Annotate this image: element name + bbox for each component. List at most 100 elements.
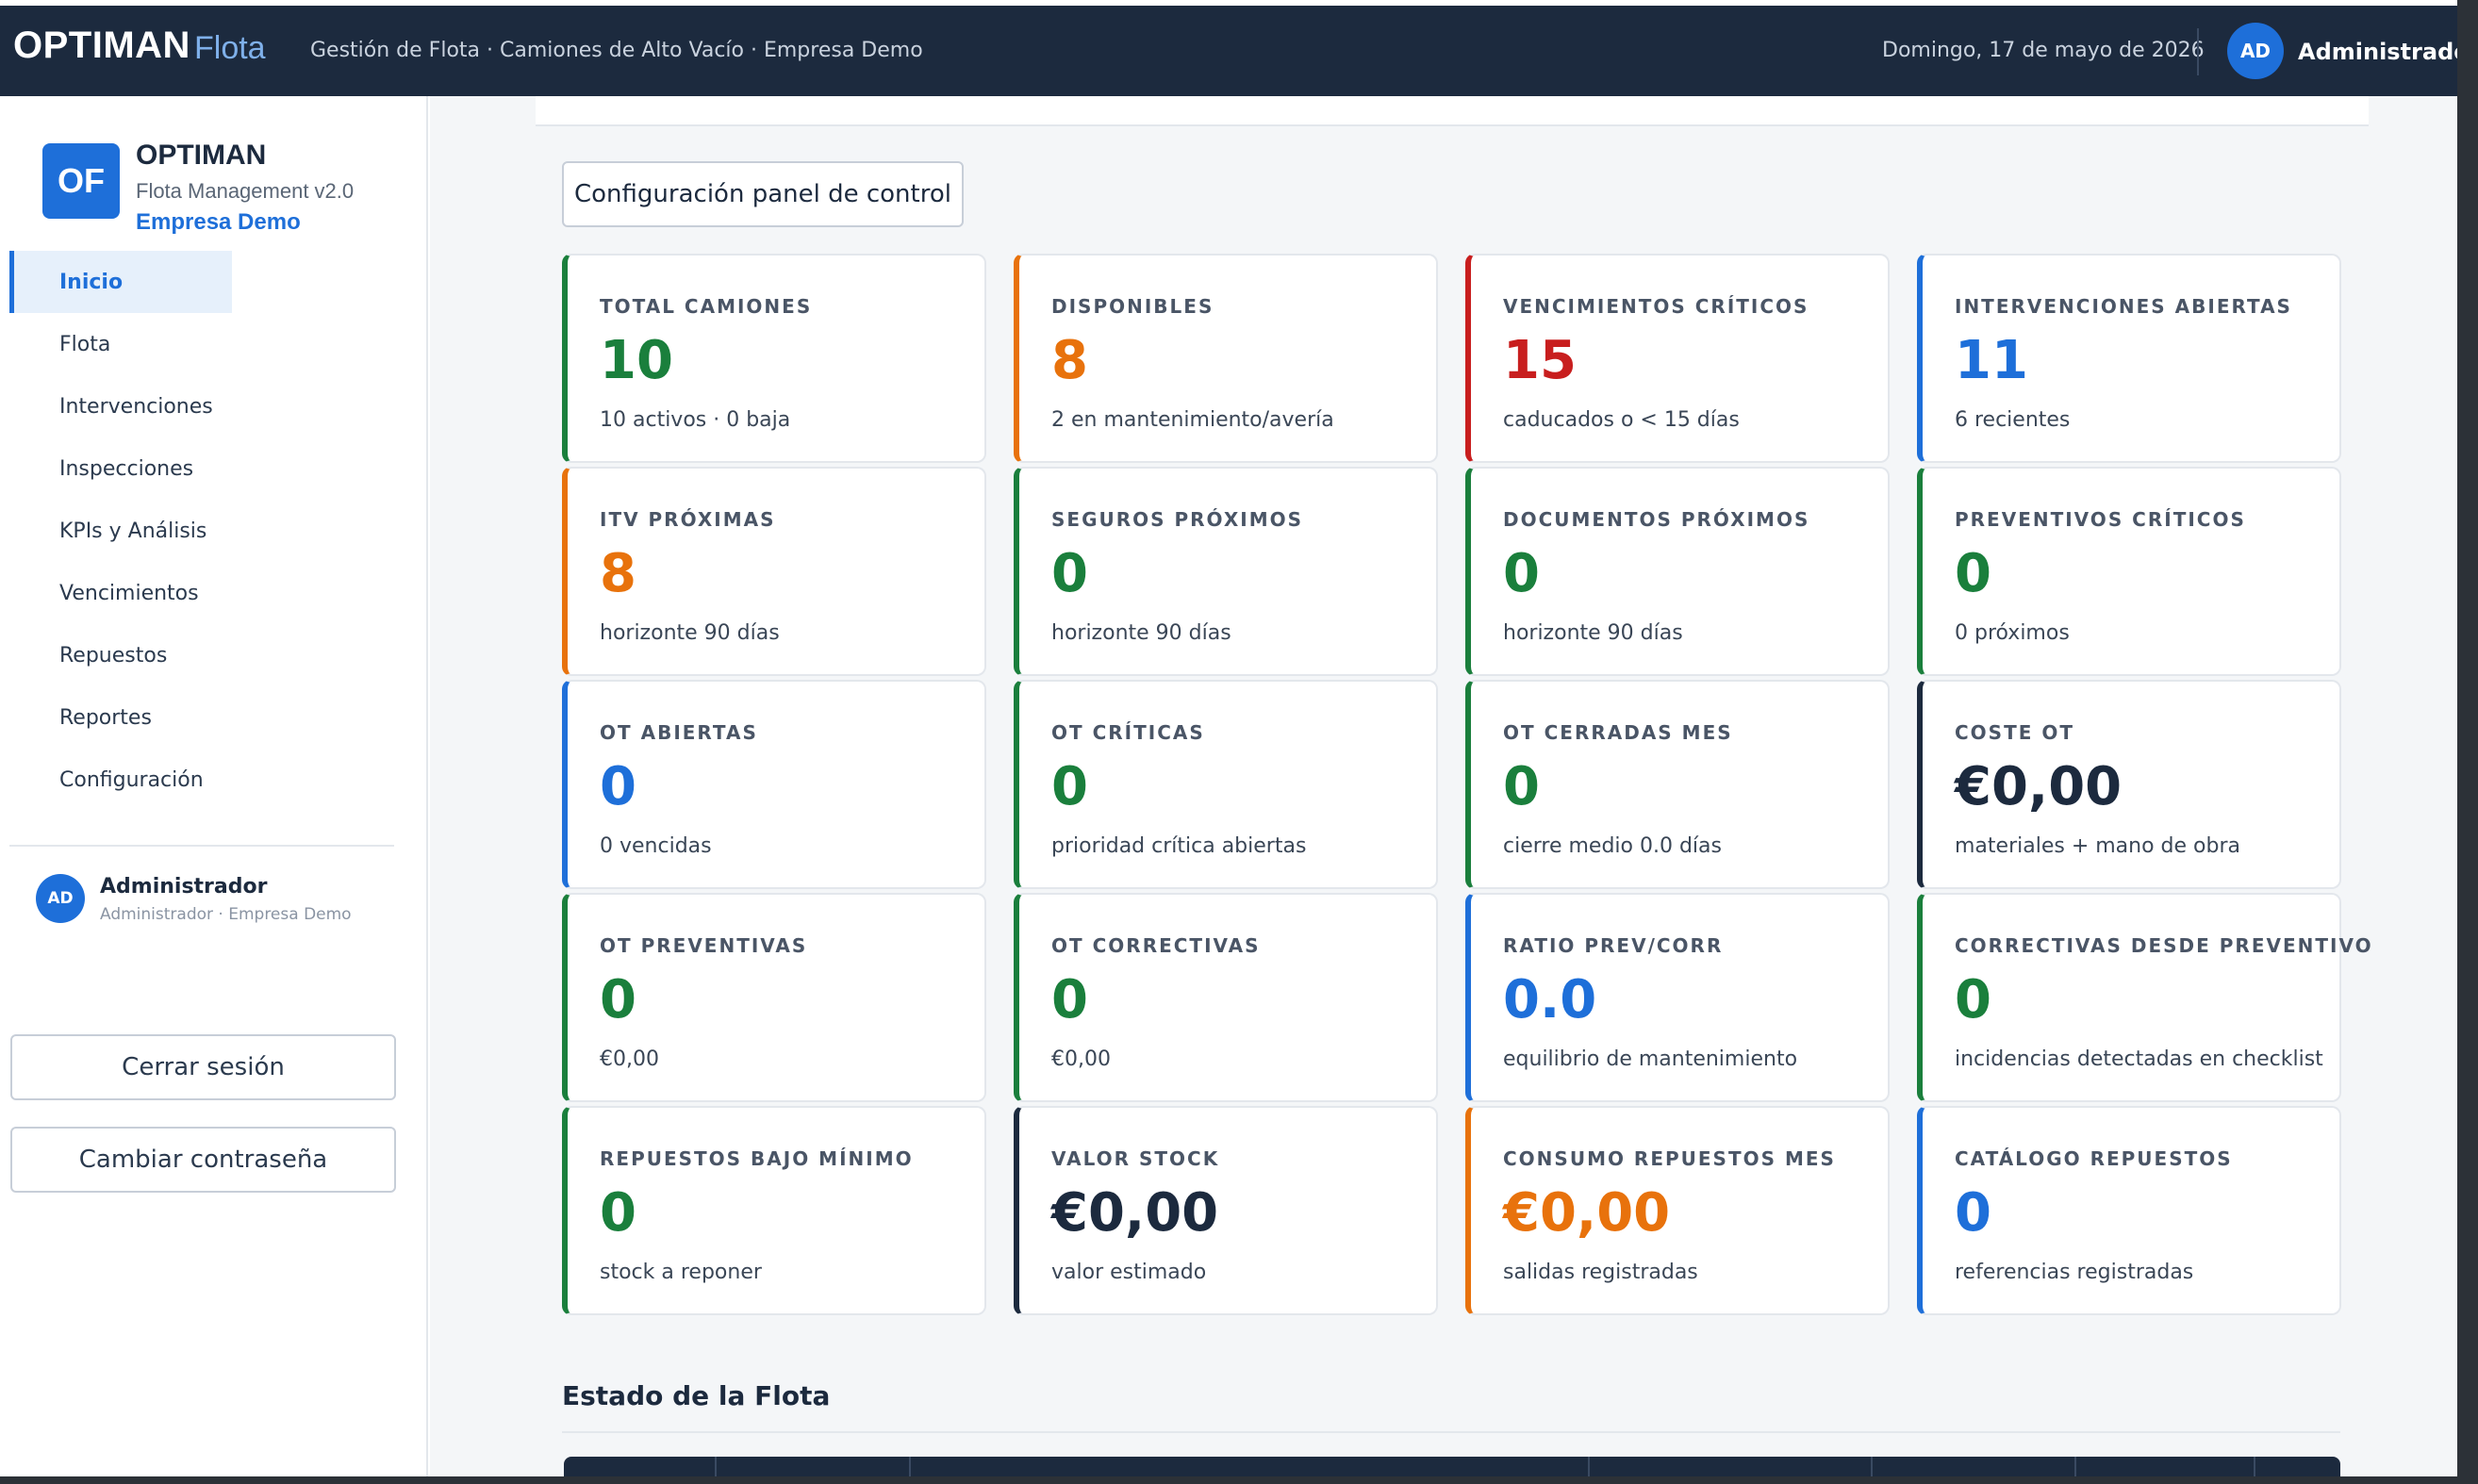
kpi-subtitle: horizonte 90 días [1051,621,1231,645]
sidebar [0,96,428,1476]
kpi-card[interactable]: OT CRÍTICAS 0 prioridad crítica abiertas [1014,680,1438,889]
kpi-value: 8 [1051,330,1088,391]
sidebar-item-kpis[interactable]: KPIs y Análisis [59,519,207,543]
kpi-subtitle: €0,00 [600,1047,659,1071]
kpi-subtitle: salidas registradas [1503,1261,1698,1284]
top-divider [536,124,2369,126]
logout-button[interactable]: Cerrar sesión [10,1034,396,1100]
table-column-divider [1871,1457,1873,1476]
kpi-value: €0,00 [1503,1182,1671,1244]
kpi-value: 0 [600,756,636,817]
sidebar-user-name: Administrador [100,875,268,899]
kpi-subtitle: 10 activos · 0 baja [600,408,791,432]
sidebar-nav: Inicio Flota Intervenciones Inspecciones… [9,251,232,811]
kpi-card[interactable]: OT CERRADAS MES 0 cierre medio 0.0 días [1465,680,1890,889]
fleet-table-header [564,1457,2340,1476]
kpi-value: 0 [1051,543,1088,604]
kpi-value: 8 [600,543,636,604]
sidebar-item-flota[interactable]: Flota [59,332,111,356]
sidebar-item-reportes[interactable]: Reportes [59,705,152,730]
kpi-value: 0 [1955,543,1991,604]
kpi-card[interactable]: TOTAL CAMIONES 10 10 activos · 0 baja [562,254,986,463]
kpi-label: DOCUMENTOS PRÓXIMOS [1503,508,1810,531]
kpi-label: DISPONIBLES [1051,295,1214,318]
section-divider [562,1431,2340,1433]
kpi-card[interactable]: VALOR STOCK €0,00 valor estimado [1014,1106,1438,1315]
kpi-card[interactable]: PREVENTIVOS CRÍTICOS 0 0 próximos [1917,467,2341,676]
kpi-label: OT ABIERTAS [600,721,758,744]
dashboard-config-button[interactable]: Configuración panel de control [562,161,964,227]
kpi-card[interactable]: CORRECTIVAS DESDE PREVENTIVO 0 incidencias… [1917,893,2371,1102]
change-password-button[interactable]: Cambiar contraseña [10,1127,396,1193]
kpi-value: €0,00 [1051,1182,1219,1244]
brand-subtitle: Flota [194,30,266,66]
sidebar-item-configuracion[interactable]: Configuración [59,767,204,792]
kpi-value: 0.0 [1503,969,1597,1031]
kpi-value: 0 [1955,969,1991,1031]
kpi-card[interactable]: REPUESTOS BAJO MÍNIMO 0 stock a reponer [562,1106,986,1315]
kpi-card[interactable]: VENCIMIENTOS CRÍTICOS 15 caducados o < 15 … [1465,254,1890,463]
kpi-value: 15 [1503,330,1577,391]
sidebar-item-inicio[interactable]: Inicio [9,251,232,313]
kpi-card[interactable]: SEGUROS PRÓXIMOS 0 horizonte 90 días [1014,467,1438,676]
kpi-label: VALOR STOCK [1051,1147,1220,1170]
kpi-value: 0 [1051,756,1088,817]
kpi-value: 0 [1503,543,1540,604]
top-bar: OPTIMAN Flota Gestión de Flota · Camione… [0,6,2478,96]
kpi-card[interactable]: COSTE OT €0,00 materiales + mano de obra [1917,680,2341,889]
kpi-subtitle: 2 en mantenimiento/avería [1051,408,1334,432]
kpi-card[interactable]: OT CORRECTIVAS 0 €0,00 [1014,893,1438,1102]
breadcrumb: Gestión de Flota · Camiones de Alto Vací… [310,39,923,62]
kpi-subtitle: 6 recientes [1955,408,2071,432]
kpi-card[interactable]: CONSUMO REPUESTOS MES €0,00 salidas regist… [1465,1106,1890,1315]
app-logo-icon: OF [42,143,120,219]
kpi-label: INTERVENCIONES ABIERTAS [1955,295,2292,318]
kpi-label: OT CRÍTICAS [1051,721,1205,744]
company-name: Empresa Demo [136,209,301,235]
brand-logo[interactable]: OPTIMAN [13,25,190,66]
sidebar-avatar: AD [36,874,85,923]
kpi-label: RATIO PREV/CORR [1503,934,1724,957]
kpi-card[interactable]: ITV PRÓXIMAS 8 horizonte 90 días [562,467,986,676]
kpi-subtitle: horizonte 90 días [600,621,780,645]
kpi-label: CATÁLOGO REPUESTOS [1955,1147,2233,1170]
kpi-card[interactable]: DISPONIBLES 8 2 en mantenimiento/avería [1014,254,1438,463]
kpi-label: ITV PRÓXIMAS [600,508,776,531]
kpi-card[interactable]: CATÁLOGO REPUESTOS 0 referencias registrad… [1917,1106,2341,1315]
sidebar-item-inspecciones[interactable]: Inspecciones [59,456,194,481]
kpi-subtitle: incidencias detectadas en checklist [1955,1047,2323,1071]
kpi-card[interactable]: DOCUMENTOS PRÓXIMOS 0 horizonte 90 días [1465,467,1890,676]
kpi-value: 0 [1051,969,1088,1031]
kpi-card[interactable]: OT PREVENTIVAS 0 €0,00 [562,893,986,1102]
kpi-subtitle: 0 próximos [1955,621,2070,645]
table-column-divider [909,1457,911,1476]
kpi-label: REPUESTOS BAJO MÍNIMO [600,1147,914,1170]
user-menu[interactable]: Administrador [2298,39,2478,65]
kpi-subtitle: €0,00 [1051,1047,1111,1071]
kpi-subtitle: equilibrio de mantenimiento [1503,1047,1798,1071]
kpi-card[interactable]: OT ABIERTAS 0 0 vencidas [562,680,986,889]
kpi-label: CONSUMO REPUESTOS MES [1503,1147,1836,1170]
sidebar-item-intervenciones[interactable]: Intervenciones [59,394,213,419]
avatar[interactable]: AD [2227,23,2284,79]
kpi-card[interactable]: RATIO PREV/CORR 0.0 equilibrio de mantenim… [1465,893,1890,1102]
kpi-value: 10 [600,330,673,391]
table-column-divider [2254,1457,2255,1476]
kpi-label: TOTAL CAMIONES [600,295,813,318]
kpi-card[interactable]: INTERVENCIONES ABIERTAS 11 6 recientes [1917,254,2341,463]
window-edge [2457,0,2478,1484]
sidebar-divider [9,845,394,847]
kpi-subtitle: 0 vencidas [600,834,712,858]
kpi-label: SEGUROS PRÓXIMOS [1051,508,1304,531]
kpi-label: PREVENTIVOS CRÍTICOS [1955,508,2246,531]
section-title: Estado de la Flota [562,1380,831,1411]
kpi-value: 0 [1503,756,1540,817]
kpi-subtitle: valor estimado [1051,1261,1207,1284]
table-column-divider [1588,1457,1590,1476]
kpi-value: 11 [1955,330,2028,391]
sidebar-item-repuestos[interactable]: Repuestos [59,643,168,668]
sidebar-item-vencimientos[interactable]: Vencimientos [59,581,199,605]
table-column-divider [2074,1457,2076,1476]
current-date: Domingo, 17 de mayo de 2026 [1882,39,2205,62]
